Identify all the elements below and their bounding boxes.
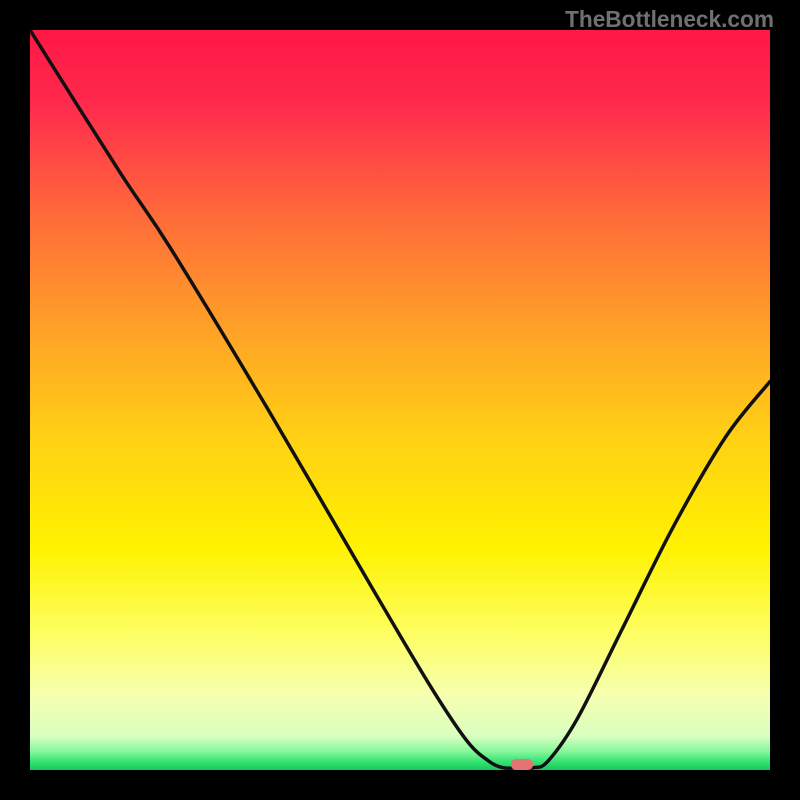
optimum-marker bbox=[511, 759, 533, 770]
watermark-text: TheBottleneck.com bbox=[565, 6, 774, 33]
chart-canvas: TheBottleneck.com bbox=[0, 0, 800, 800]
plot-area bbox=[30, 30, 770, 770]
bottleneck-curve bbox=[30, 30, 770, 770]
